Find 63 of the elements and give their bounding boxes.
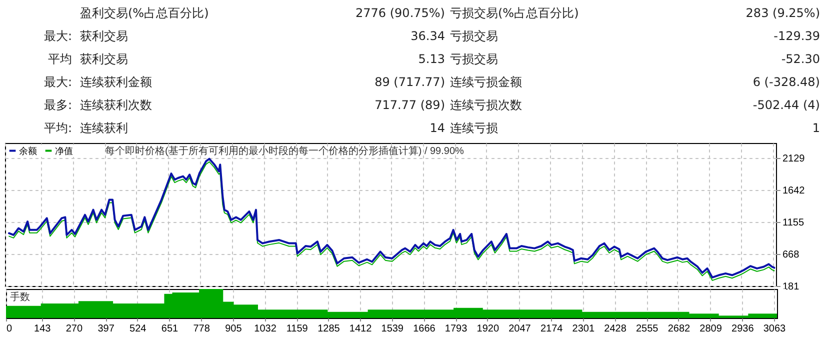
- x-tick-label: 1159: [286, 324, 308, 334]
- text: 283 (9.25%): [746, 6, 820, 20]
- x-tick-label: 2555: [636, 324, 659, 334]
- x-tick-label: 1412: [349, 324, 372, 334]
- x-tick-label: 270: [66, 324, 83, 334]
- y-tick-label: 668: [782, 249, 800, 260]
- x-tick-label: 397: [98, 324, 115, 334]
- x-tick-label: 0: [6, 324, 12, 334]
- text: 亏损交易(%占总百分比): [450, 6, 579, 20]
- text: 2776 (90.75%): [356, 6, 445, 20]
- legend-label: 净值: [55, 146, 73, 156]
- text: 平均:: [44, 121, 72, 135]
- x-tick-label: 2428: [604, 324, 627, 334]
- x-tick-label: 2936: [732, 324, 754, 334]
- x-tick-label: 2174: [540, 324, 564, 334]
- text: -52.30: [781, 52, 820, 66]
- text: -502.44 (4): [752, 98, 820, 112]
- text: 最大:: [44, 29, 72, 43]
- x-tick-label: 3063: [763, 324, 786, 334]
- text: 获利交易: [80, 29, 128, 43]
- y-tick-label: 1642: [782, 185, 806, 196]
- text: 6 (-328.48): [752, 75, 820, 89]
- text: 36.34: [410, 29, 445, 43]
- x-tick-label: 143: [34, 324, 52, 334]
- text: 连续亏损次数: [450, 98, 522, 112]
- text: 连续亏损金额: [450, 75, 522, 89]
- text: 亏损交易: [450, 52, 498, 66]
- text: 1: [812, 121, 820, 135]
- text: 获利交易: [80, 52, 128, 66]
- text: 最大:: [44, 75, 72, 89]
- x-tick-label: 1539: [381, 324, 404, 334]
- text: -129.39: [774, 29, 820, 43]
- text: 平均: [48, 52, 72, 66]
- text: 连续获利次数: [80, 98, 152, 112]
- text: 盈利交易(%占总百分比): [80, 6, 209, 20]
- x-tick-label: 2047: [508, 324, 532, 334]
- x-tick-label: 1666: [413, 324, 436, 334]
- text: 717.77 (89): [374, 98, 445, 112]
- x-tick-label: 1032: [254, 324, 277, 334]
- x-tick-label: 651: [161, 324, 179, 334]
- x-tick-label: 524: [130, 324, 147, 334]
- x-tick-label: 2682: [668, 324, 691, 334]
- y-tick-label: 2129: [782, 153, 806, 164]
- text: 连续亏损: [450, 121, 498, 135]
- x-tick-label: 2809: [700, 324, 722, 334]
- chart-title: 手数: [10, 291, 30, 303]
- text: 连续获利: [80, 121, 128, 135]
- chart-title: 每个即时价格(基于所有可利用的最小时段的每一个价格的分形插值计算) / 99.90%: [105, 145, 464, 157]
- x-tick-label: 1920: [476, 324, 500, 334]
- x-tick-label: 778: [193, 324, 210, 334]
- text: 89 (717.77): [374, 75, 445, 89]
- y-tick-label: 1155: [782, 217, 804, 228]
- text: 最多:: [44, 98, 72, 112]
- text: 亏损交易: [450, 29, 498, 43]
- y-tick-label: 181: [782, 282, 800, 292]
- text: 5.13: [418, 52, 445, 66]
- x-tick-label: 2301: [572, 324, 595, 334]
- x-tick-label: 1285: [318, 324, 340, 334]
- x-tick-label: 1793: [444, 324, 468, 334]
- legend-label: 余额: [19, 146, 37, 156]
- text: 连续获利金额: [80, 75, 152, 89]
- text: 14: [430, 121, 445, 135]
- x-tick-label: 905: [225, 324, 242, 334]
